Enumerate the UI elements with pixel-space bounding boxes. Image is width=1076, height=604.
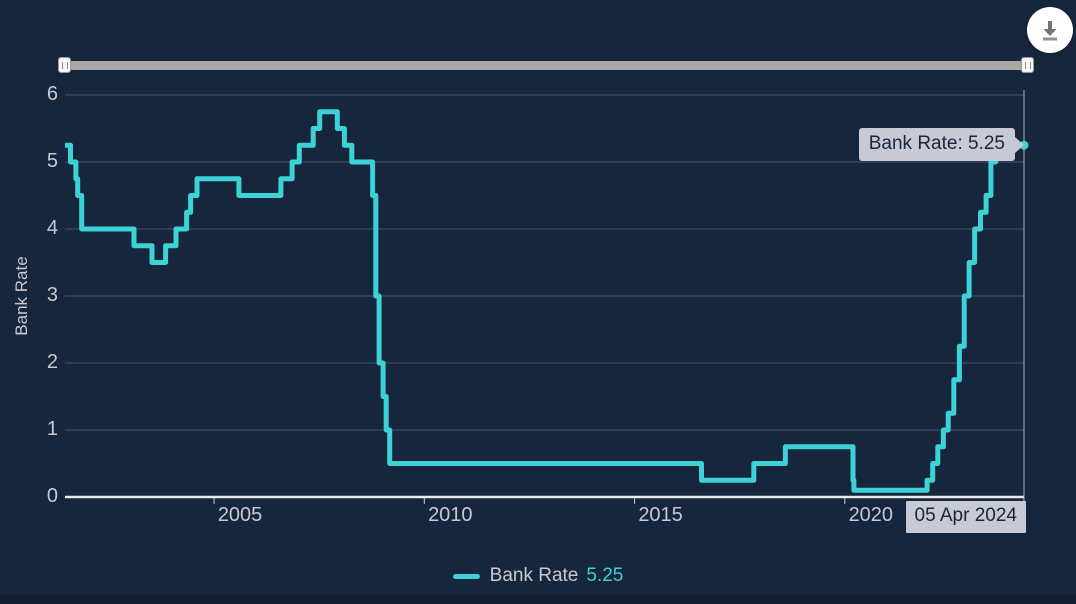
tooltip-text: Bank Rate: 5.25 [868, 133, 1005, 155]
chart-tooltip: Bank Rate: 5.25 [858, 128, 1024, 162]
legend-label: Bank Rate [489, 565, 579, 586]
handle-grip-icon [1024, 61, 1031, 69]
footer-strip [0, 594, 1076, 604]
legend-value: 5.25 [586, 565, 624, 586]
legend[interactable]: Bank Rate 5.25 [0, 565, 1076, 587]
range-slider-track[interactable] [64, 61, 1028, 70]
download-icon [1038, 18, 1062, 42]
download-button[interactable] [1027, 7, 1073, 53]
y-axis-title: Bank Rate [12, 256, 31, 336]
handle-grip-icon [61, 61, 68, 69]
current-date-label: 05 Apr 2024 [905, 501, 1026, 533]
legend-swatch [452, 573, 480, 579]
range-slider-left-handle[interactable] [58, 57, 71, 73]
bank-rate-series-line[interactable] [65, 109, 1024, 493]
range-slider-right-handle[interactable] [1021, 57, 1034, 73]
tooltip-arrow [1015, 136, 1024, 153]
